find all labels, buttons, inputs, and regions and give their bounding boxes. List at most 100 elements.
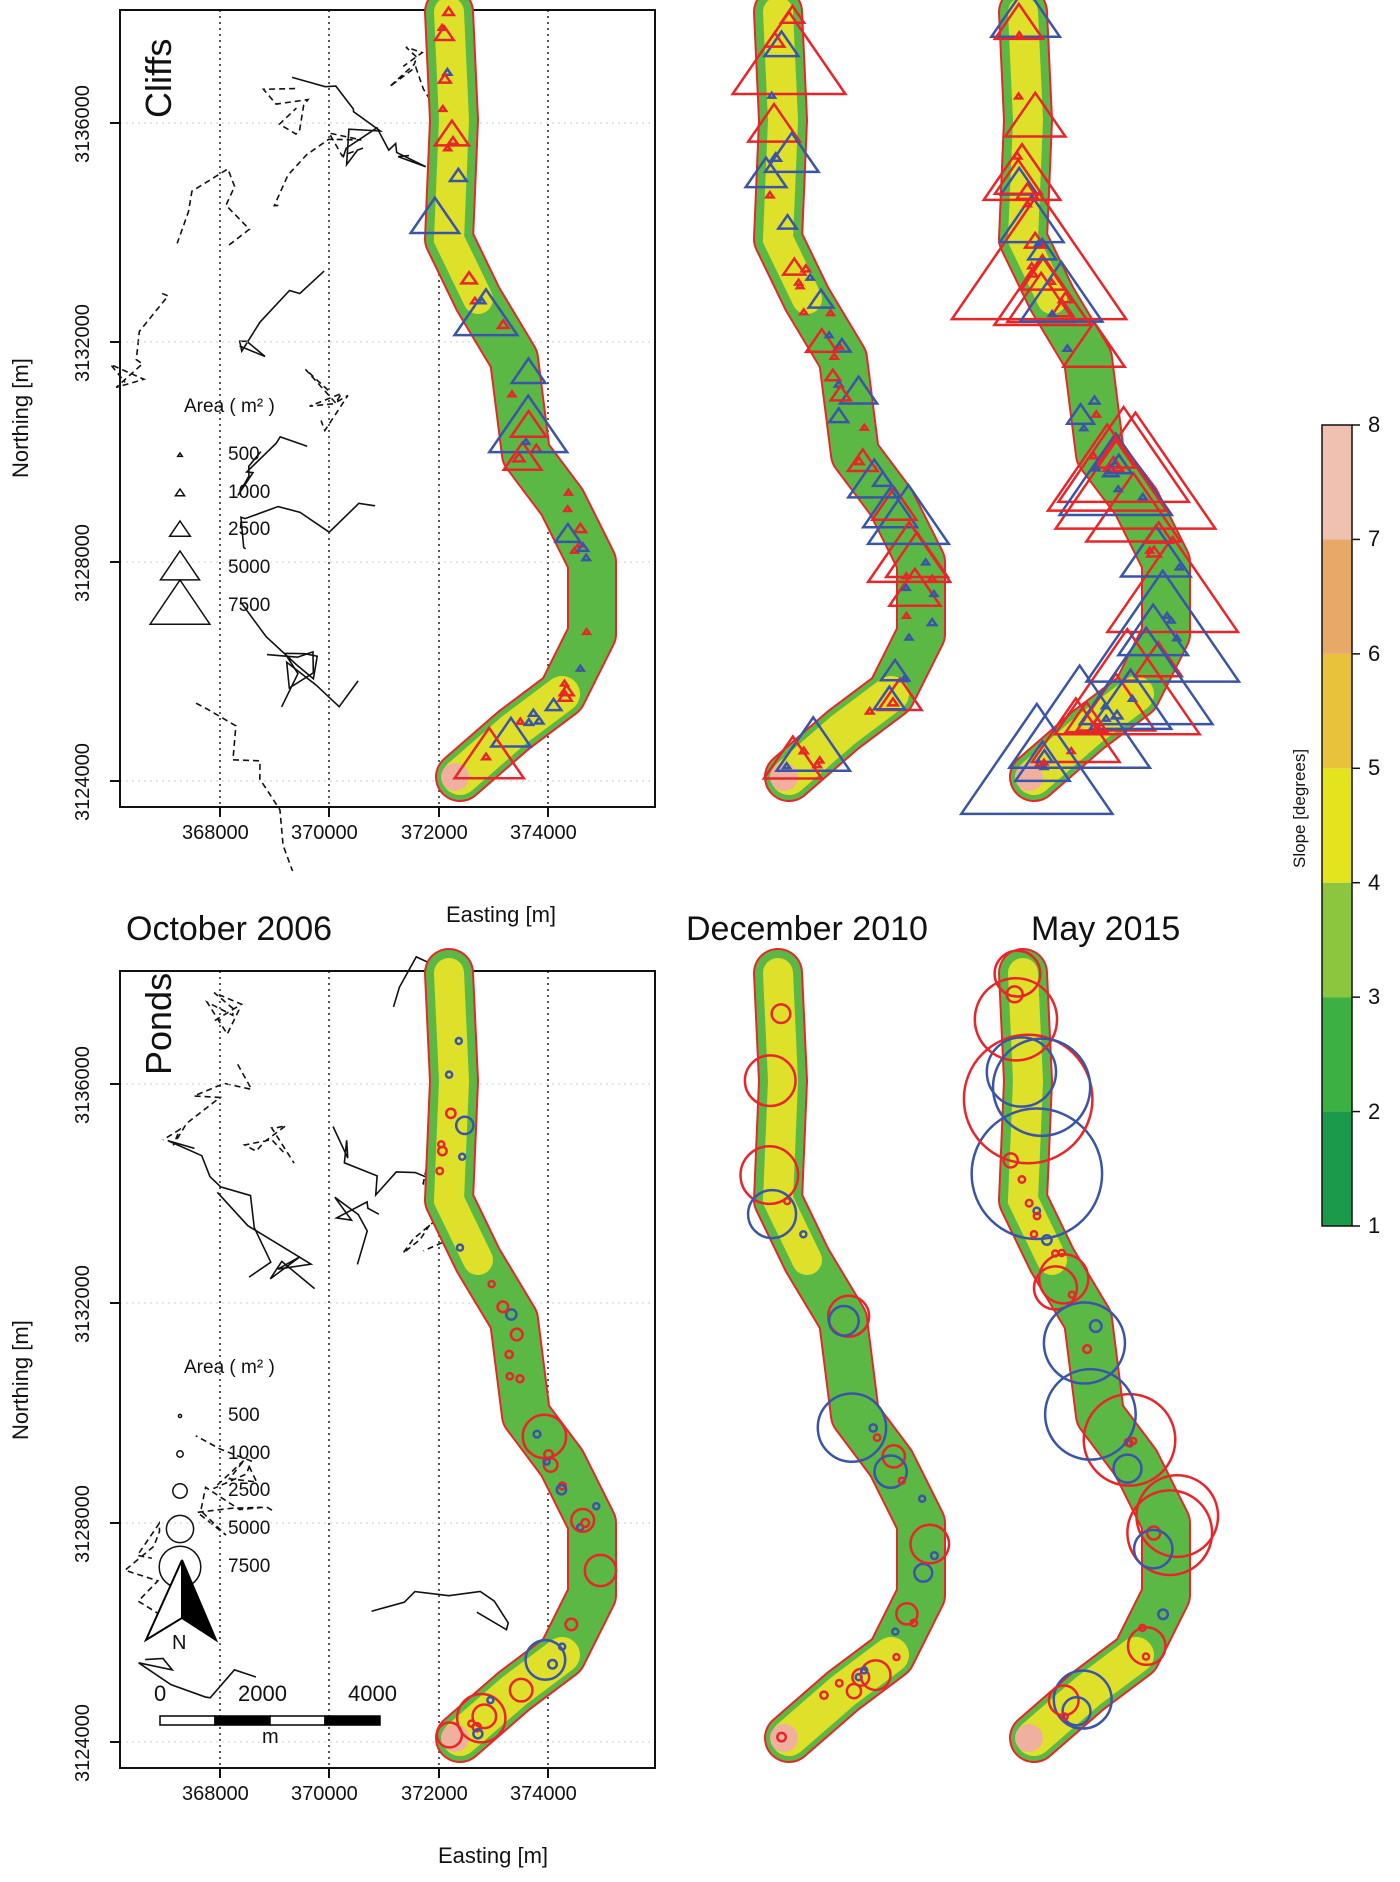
pond-marker [1126, 1626, 1167, 1667]
pond-marker [895, 1602, 919, 1626]
x-tick-top: 372000 [401, 822, 468, 844]
pond-marker [547, 1658, 559, 1670]
cliff-marker [762, 30, 787, 48]
cliff-marker [887, 566, 943, 607]
date-title-2006: October 2006 [126, 910, 333, 948]
cliff-marker [1118, 523, 1194, 578]
pond-marker [487, 1279, 496, 1289]
pond-marker [985, 1036, 1058, 1108]
cliff-marker [1142, 520, 1176, 544]
legend-title-top: Area ( m² ) [184, 396, 275, 417]
pond-marker [1029, 1229, 1039, 1239]
colorbar-tick: 8 [1368, 412, 1381, 437]
cliff-marker [852, 455, 866, 466]
cliff-marker [780, 760, 793, 770]
pond-marker [532, 1429, 542, 1439]
pond-marker [505, 1371, 515, 1381]
pond-marker [1043, 1367, 1137, 1461]
cliff-marker [869, 485, 919, 521]
pond-marker [1067, 1290, 1077, 1299]
cliff-marker [1038, 757, 1050, 766]
cliff-marker [1087, 667, 1174, 731]
cliff-marker [762, 29, 801, 58]
cliff-marker [1077, 625, 1215, 726]
colorbar-tick: 2 [1368, 1098, 1381, 1124]
cliff-marker [1006, 663, 1153, 770]
pond-marker [739, 1145, 800, 1206]
pond-marker [962, 1033, 1094, 1165]
cliff-marker [436, 71, 454, 84]
pond-marker [970, 1107, 1104, 1241]
pond-marker [770, 1003, 792, 1025]
pond-marker [1132, 1528, 1174, 1570]
colorbar-segment [1322, 1111, 1352, 1226]
cliff-marker [878, 657, 912, 682]
pond-marker [472, 1728, 484, 1740]
x-tick-bottom: 372000 [401, 1783, 468, 1805]
cliff-marker [488, 715, 533, 748]
cliff-marker [774, 715, 853, 773]
pond-marker [746, 1188, 798, 1240]
legend-symbol [168, 519, 192, 538]
cliff-marker [476, 296, 488, 305]
cliff-marker [900, 582, 912, 592]
ponds-2015 [962, 949, 1220, 1730]
y-tick-bottom: 3132000 [72, 1265, 94, 1343]
colorbar-tick: 7 [1368, 526, 1381, 552]
colorbar-segment [1322, 997, 1352, 1112]
pond-marker [973, 977, 1059, 1062]
cliff-marker [865, 520, 953, 584]
y-tick-top: 3128000 [72, 524, 94, 602]
scalebar-label-2000: 2000 [238, 1681, 287, 1706]
x-tick-top: 370000 [291, 822, 358, 844]
cliff-marker [575, 541, 591, 553]
pond-marker [1002, 1152, 1019, 1169]
cliff-marker [1173, 562, 1185, 571]
pond-marker [1128, 1436, 1138, 1446]
legend-symbol [172, 1483, 188, 1499]
pond-marker [583, 1553, 618, 1588]
cliff-marker [900, 571, 912, 580]
cliff-marker [580, 626, 593, 636]
cliff-marker [1084, 470, 1183, 543]
legend-size-label: 5000 [228, 557, 271, 578]
pond-marker [570, 1507, 596, 1534]
cliff-marker [514, 716, 527, 725]
cliff-marker [447, 166, 470, 183]
colorbar-segment [1322, 539, 1352, 654]
cliff-marker [1126, 693, 1139, 703]
y-axis-label-top: Northing [m] [8, 358, 33, 478]
cliff-marker [509, 356, 548, 385]
pond-marker [891, 1627, 900, 1636]
cliff-marker [919, 557, 932, 566]
pond-marker [435, 1721, 464, 1749]
pond-marker [508, 1677, 534, 1703]
pond-marker [1037, 1252, 1090, 1305]
colorbar-segment [1322, 425, 1352, 540]
cliff-marker [1087, 450, 1100, 460]
pond-marker [909, 1523, 951, 1565]
x-tick-top: 368000 [182, 822, 249, 844]
legend-symbol [176, 451, 184, 458]
glacier-2006-bottom [424, 948, 617, 1763]
cliff-marker [768, 151, 784, 163]
cliff-marker [1045, 422, 1169, 512]
cliff-marker [811, 759, 824, 769]
cliff-marker [574, 663, 587, 672]
cliff-marker [506, 389, 518, 398]
pond-marker [1112, 1453, 1143, 1484]
pond-marker [564, 1617, 579, 1632]
cliff-marker [553, 521, 583, 544]
pond-marker [1126, 1489, 1214, 1577]
pond-marker [1024, 1198, 1034, 1208]
cliff-marker [1136, 491, 1149, 501]
cliff-marker [1060, 319, 1128, 368]
cliff-marker [1090, 715, 1105, 727]
cliff-marker [745, 101, 803, 143]
cliff-marker [508, 408, 549, 439]
pond-marker [486, 1695, 495, 1705]
date-title-2015: May 2015 [1031, 910, 1181, 948]
pond-marker [509, 1327, 524, 1342]
cliff-marker [799, 263, 813, 273]
